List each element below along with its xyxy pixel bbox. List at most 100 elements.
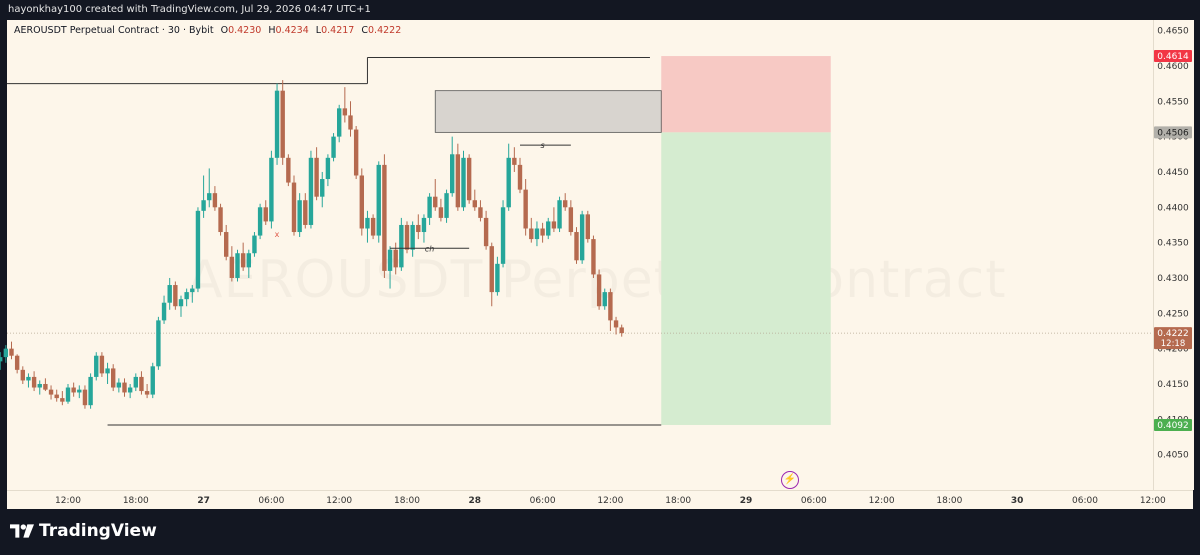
candle-body — [167, 285, 172, 303]
x-tick-label: 12:00 — [597, 496, 623, 506]
candle-body — [619, 327, 624, 334]
x-tick-label: 06:00 — [530, 496, 556, 506]
lightning-icon[interactable]: ⚡ — [781, 471, 799, 489]
price-axis[interactable] — [1153, 20, 1194, 490]
open-key: O — [220, 25, 229, 36]
candle-body — [9, 348, 14, 356]
time-axis[interactable] — [7, 490, 1193, 509]
annotation-label: x — [275, 230, 280, 239]
candle-body — [308, 157, 314, 225]
candle-body — [546, 221, 551, 236]
open-value: 0.4230 — [228, 25, 262, 36]
supply-zone — [434, 90, 662, 133]
low-key: L — [315, 25, 322, 36]
candle-body — [303, 200, 308, 225]
tradingview-brand[interactable]: TradingView — [10, 521, 157, 541]
candle-body — [455, 154, 461, 208]
candle-body — [534, 228, 540, 240]
candle-body — [382, 164, 387, 271]
candle-body — [596, 274, 602, 307]
candle-body — [105, 368, 110, 374]
price-label-text: 0.4506 — [1157, 128, 1189, 138]
brand-name: TradingView — [39, 521, 157, 541]
y-tick-label: 0.4050 — [1157, 451, 1189, 461]
candle-body — [557, 200, 562, 229]
candle-body — [263, 207, 268, 222]
candle-body — [31, 376, 37, 388]
candle-body — [585, 214, 590, 240]
candle-body — [512, 157, 517, 165]
candle-body — [150, 366, 155, 395]
candle-body — [133, 376, 138, 388]
candle-body — [156, 320, 161, 367]
candle-body — [77, 389, 82, 393]
candle-body — [99, 355, 105, 374]
candle-body — [3, 348, 9, 358]
candle-body — [393, 249, 398, 268]
y-tick-label: 0.4550 — [1157, 97, 1189, 107]
annotation-label: ch — [425, 244, 434, 253]
candle-body — [184, 292, 189, 300]
x-tick-label: 06:00 — [258, 496, 284, 506]
take-profit-zone — [661, 132, 831, 425]
candle-body — [613, 320, 619, 328]
candlestick-chart[interactable]: xchs0.46500.46000.45500.45000.44500.4400… — [0, 0, 1200, 510]
x-tick-label: 18:00 — [936, 496, 962, 506]
annotation-label: s — [541, 141, 545, 150]
candle-body — [489, 246, 494, 293]
close-value: 0.4222 — [368, 25, 402, 36]
price-label-box — [1154, 418, 1192, 431]
y-tick-label: 0.4650 — [1157, 27, 1189, 37]
candle-body — [235, 253, 240, 278]
candle-body — [450, 154, 455, 194]
x-tick-label: 27 — [197, 496, 210, 506]
candle-body — [421, 217, 427, 233]
candle-body — [500, 207, 506, 264]
candle-body — [416, 224, 421, 233]
candle-body — [444, 193, 449, 218]
candle-body — [161, 302, 167, 321]
candle-body — [127, 387, 133, 393]
candle-body — [337, 108, 342, 137]
candle-body — [218, 207, 223, 233]
candle-body — [342, 108, 348, 116]
candle-body — [359, 175, 364, 229]
candle-body — [190, 288, 195, 293]
x-tick-label: 12:00 — [869, 496, 895, 506]
close-key: C — [361, 25, 369, 36]
x-tick-label: 12:00 — [1140, 496, 1166, 506]
x-tick-label: 12:00 — [55, 496, 81, 506]
high-key: H — [268, 25, 276, 36]
candle-body — [506, 157, 511, 208]
candle-body — [568, 207, 574, 233]
candle-body — [320, 179, 325, 197]
candle-body — [376, 164, 381, 236]
candle-body — [82, 389, 88, 406]
candle-body — [122, 382, 127, 393]
price-label-text: 0.4614 — [1157, 52, 1189, 62]
candle-body — [212, 193, 218, 208]
candle-body — [240, 253, 246, 268]
candle-body — [608, 292, 613, 321]
x-tick-label: 18:00 — [123, 496, 149, 506]
candle-body — [280, 90, 285, 158]
x-tick-label: 06:00 — [801, 496, 827, 506]
candle-body — [229, 256, 235, 278]
y-tick-label: 0.4450 — [1157, 168, 1189, 178]
high-value: 0.4234 — [275, 25, 309, 36]
candle-body — [551, 221, 557, 229]
x-tick-label: 12:00 — [326, 496, 352, 506]
candle-body — [291, 182, 297, 233]
candle-body — [563, 200, 568, 208]
candle-body — [495, 263, 500, 293]
candle-body — [433, 196, 438, 208]
stop-loss-zone — [661, 56, 831, 133]
candle-body — [14, 355, 20, 370]
x-tick-label: 30 — [1011, 496, 1024, 506]
price-label-text: 0.4092 — [1157, 421, 1189, 431]
candle-body — [404, 224, 410, 250]
candle-body — [540, 228, 545, 236]
candle-body — [325, 157, 331, 180]
candle-body — [274, 90, 280, 158]
